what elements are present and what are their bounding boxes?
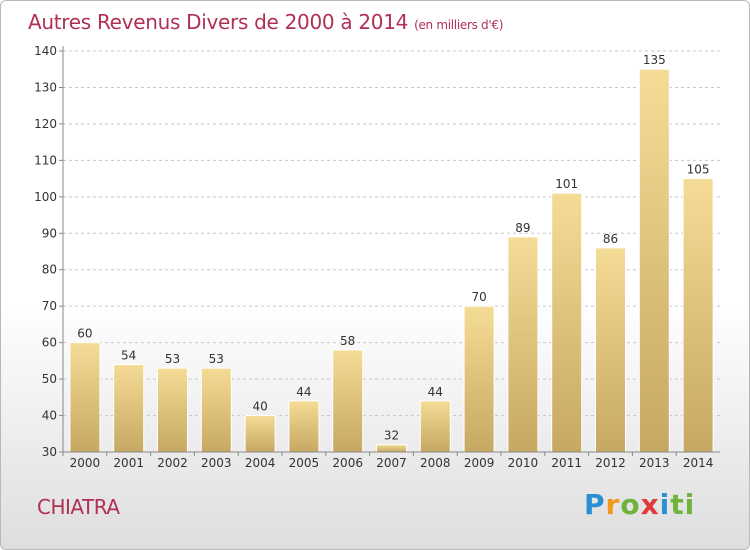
data-label: 89 xyxy=(515,221,530,235)
bar xyxy=(682,178,714,453)
y-tick-label: 100 xyxy=(34,190,57,204)
bar xyxy=(200,367,232,453)
x-tick-label: 2009 xyxy=(464,456,495,470)
chart-title: Autres Revenus Divers de 2000 à 2014 (en … xyxy=(28,10,503,34)
bar xyxy=(244,415,276,453)
logo-letter: o xyxy=(620,488,641,521)
y-tick-label: 110 xyxy=(34,153,57,167)
bar xyxy=(157,367,188,453)
bar xyxy=(113,364,145,453)
logo-letter: P xyxy=(584,488,606,521)
logo-letter: r xyxy=(605,488,621,521)
data-label: 44 xyxy=(428,385,443,399)
x-tick-label: 2005 xyxy=(289,456,320,470)
bar xyxy=(376,444,407,453)
y-tick-label: 80 xyxy=(42,263,57,277)
proxiti-logo: Proxiti xyxy=(584,488,695,521)
y-tick-label: 50 xyxy=(42,372,57,386)
bar xyxy=(638,68,670,453)
bar xyxy=(595,247,626,453)
data-label: 86 xyxy=(603,232,618,246)
x-tick-label: 2006 xyxy=(332,456,363,470)
x-tick-label: 2000 xyxy=(70,456,101,470)
y-tick-label: 30 xyxy=(42,445,57,459)
x-tick-label: 2011 xyxy=(551,456,582,470)
data-label: 135 xyxy=(643,53,666,67)
bar xyxy=(69,342,101,453)
data-label: 32 xyxy=(384,429,399,443)
x-tick-label: 2001 xyxy=(113,456,144,470)
bar xyxy=(463,305,495,453)
y-tick-label: 140 xyxy=(34,44,57,58)
y-tick-label: 120 xyxy=(34,117,57,131)
bar xyxy=(332,349,364,453)
x-tick-label: 2014 xyxy=(683,456,714,470)
x-tick-label: 2004 xyxy=(245,456,276,470)
y-tick-label: 60 xyxy=(42,336,57,350)
x-tick-label: 2007 xyxy=(376,456,407,470)
data-label: 58 xyxy=(340,334,355,348)
chart-subtitle: (en milliers d'€) xyxy=(414,18,504,32)
data-label: 54 xyxy=(121,349,136,363)
y-tick-label: 90 xyxy=(42,226,57,240)
x-tick-label: 2003 xyxy=(201,456,232,470)
data-label: 60 xyxy=(77,327,92,341)
logo-letter: i xyxy=(659,488,671,521)
y-tick-label: 40 xyxy=(42,409,57,423)
y-tick-label: 70 xyxy=(42,299,57,313)
bar xyxy=(419,400,451,453)
x-tick-label: 2013 xyxy=(639,456,670,470)
bar xyxy=(551,192,583,453)
data-label: 44 xyxy=(296,385,311,399)
data-label: 40 xyxy=(252,400,267,414)
logo-letter: ti xyxy=(670,488,696,521)
data-label: 101 xyxy=(555,177,578,191)
data-label: 70 xyxy=(471,290,486,304)
place-name: CHIATRA xyxy=(37,495,120,519)
bar xyxy=(507,236,539,453)
data-label: 105 xyxy=(687,163,710,177)
x-tick-label: 2010 xyxy=(508,456,539,470)
x-tick-label: 2012 xyxy=(595,456,626,470)
y-tick-label: 130 xyxy=(34,80,57,94)
bar xyxy=(288,400,320,453)
data-label: 53 xyxy=(165,352,180,366)
title-text: Autres Revenus Divers de 2000 à 2014 xyxy=(28,10,409,34)
logo-letter: x xyxy=(640,488,660,521)
data-label: 53 xyxy=(209,352,224,366)
x-tick-label: 2002 xyxy=(157,456,188,470)
x-tick-label: 2008 xyxy=(420,456,451,470)
